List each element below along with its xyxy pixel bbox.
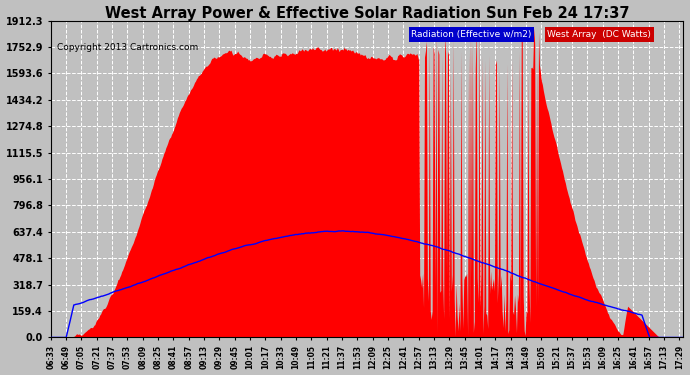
Text: Radiation (Effective w/m2): Radiation (Effective w/m2) xyxy=(411,30,531,39)
Title: West Array Power & Effective Solar Radiation Sun Feb 24 17:37: West Array Power & Effective Solar Radia… xyxy=(105,6,629,21)
Text: Copyright 2013 Cartronics.com: Copyright 2013 Cartronics.com xyxy=(57,43,199,52)
Text: West Array  (DC Watts): West Array (DC Watts) xyxy=(547,30,651,39)
